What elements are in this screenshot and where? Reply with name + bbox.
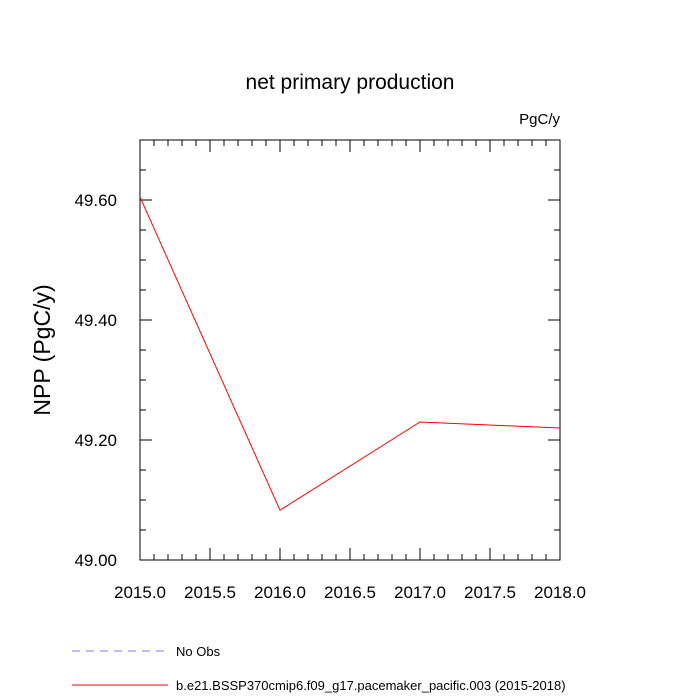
y-tick-label: 49.00 [74,551,117,570]
y-axis-label: NPP (PgC/y) [29,284,55,415]
x-tick-label: 2015.5 [184,583,236,602]
legend: No Obs b.e21.BSSP370cmip6.f09_g17.pacemak… [72,644,566,693]
series-line-1 [139,196,561,511]
plot-frame [139,139,561,561]
chart-title: net primary production [246,71,455,94]
minor-ticks [140,139,560,560]
x-axis-ticks: 2015.0 2015.5 2016.0 2016.5 2017.0 2017.5 2018… [114,140,586,602]
x-tick-label: 2016.5 [324,583,376,602]
series-lines [139,196,561,511]
legend-label: b.e21.BSSP370cmip6.f09_g17.pacemaker_pac… [176,678,566,693]
x-tick-label: 2017.0 [394,583,446,602]
x-tick-label: 2017.5 [464,583,516,602]
y-tick-label: 49.60 [74,191,117,210]
y-axis-ticks: 49.00 49.20 49.40 49.60 [74,191,560,570]
x-tick-label: 2018.0 [534,583,586,602]
legend-label: No Obs [176,644,221,659]
x-tick-label: 2015.0 [114,583,166,602]
y-tick-label: 49.20 [74,431,117,450]
x-tick-label: 2016.0 [254,583,306,602]
units-label: PgC/y [519,111,560,128]
y-tick-label: 49.40 [74,311,117,330]
